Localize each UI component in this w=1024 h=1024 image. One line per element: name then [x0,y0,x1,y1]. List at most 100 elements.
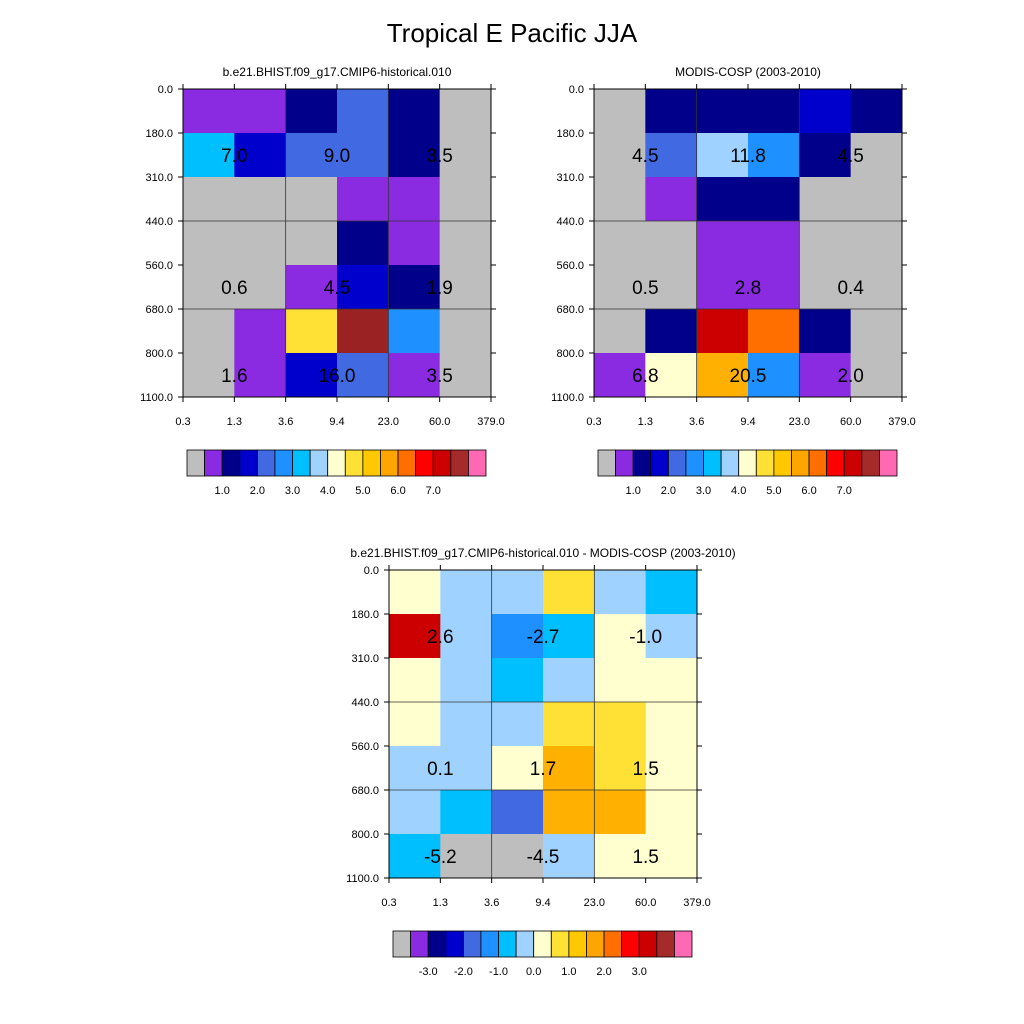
heatmap-cell [337,265,389,310]
heatmap-cell [850,133,903,178]
heatmap-cell [645,702,698,747]
heatmap-cell [491,702,544,747]
colorbar-box [703,449,722,477]
colorbar-box [397,449,417,477]
colorbar-box [738,449,757,477]
colorbar-box [621,930,640,958]
x-tick-label: 379.0 [888,416,916,428]
colorbar-tick-label: 2.0 [596,966,611,978]
colorbar-box [638,930,658,958]
colorbar-box [632,449,652,477]
colorbar-tick-label: 7.0 [837,485,852,497]
colorbar-box [597,449,616,477]
heatmap-cell [748,353,800,398]
heatmap-cell [645,89,698,134]
heatmap-cell [337,221,389,266]
colorbar-tick-label: 2.0 [250,485,265,497]
heatmap-cell [748,89,800,134]
y-tick-label: 560.0 [556,260,584,272]
heatmap-cell [439,265,492,310]
heatmap-cell [285,265,338,310]
colorbar-tick-label: 1.0 [626,485,641,497]
colorbar-box [674,930,693,958]
panel-observation: MODIS-COSP (2003-2010) 0.0 180.0 310.0 440.0… [551,65,916,428]
panel-title: b.e21.BHIST.f09_g17.CMIP6-historical.010… [350,546,735,560]
cell-value-label: 2.6 [427,627,453,648]
heatmap-cell [234,265,287,310]
heatmap-cell [337,89,389,134]
colorbar-box [550,930,570,958]
heatmap-cell [234,221,287,266]
colorbar-box [432,449,452,477]
heatmap-cell [696,89,749,134]
heatmap-cell [594,309,646,354]
heatmap-cell [440,702,493,747]
cell-value-label: -4.5 [527,847,560,868]
colorbar-box [656,930,675,958]
colorbar-box [685,449,704,477]
heatmap-cell [748,133,800,178]
y-tick-label: 0.0 [364,565,379,577]
x-tick-label: 9.4 [740,416,755,428]
heatmap-cell [543,614,595,659]
cell-value-label: 9.0 [324,146,350,167]
x-tick-label: 3.6 [689,416,704,428]
cell-value-label: 4.5 [324,278,350,299]
colorbar-box [445,930,464,958]
heatmap-cell [645,133,698,178]
heatmap-cell [388,221,441,266]
heatmap-cell [439,309,492,354]
heatmap-cell [748,309,800,354]
heatmap-cell [439,353,492,398]
colorbar-box [755,449,775,477]
x-tick-label: 9.4 [329,416,344,428]
heatmap-cell [183,89,235,134]
heatmap-cell [696,177,749,222]
heatmap-cell [183,265,235,310]
x-tick-label: 23.0 [584,897,605,909]
heatmap-cell [285,309,338,354]
heatmap-cell [337,309,389,354]
colorbar-tick-label: 0.0 [526,966,541,978]
y-tick-label: 800.0 [145,348,173,360]
heatmap-cell [183,309,235,354]
heatmap-cell [183,353,235,398]
cell-value-label: -5.2 [424,847,457,868]
colorbar-tick-label: 6.0 [801,485,816,497]
colorbar-box [309,449,329,477]
heatmap-cell [234,133,287,178]
colorbar-tick-label: 3.0 [696,485,711,497]
heatmap-cell [439,177,492,222]
y-tick-label: 180.0 [351,609,379,621]
heatmap-cell [594,133,646,178]
colorbar-tick-label: -2.0 [454,966,473,978]
heatmap-cell [645,265,698,310]
colorbar-tick-label: 6.0 [390,485,405,497]
y-tick-label: 680.0 [145,304,173,316]
colorbar-box [879,449,898,477]
heatmap-cell [388,309,441,354]
colorbar-box [826,449,845,477]
heatmap-cell [337,353,389,398]
heatmap-cell [337,133,389,178]
colorbar-tick-label: -3.0 [419,966,438,978]
y-tick-label: 440.0 [145,216,173,228]
colorbar-box [415,449,434,477]
heatmap-cell [440,790,493,835]
heatmap-cell [543,746,595,791]
heatmap-cell [594,177,646,222]
heatmap-cell [748,177,800,222]
heatmap-cell [389,570,441,615]
heatmap-cell [594,702,647,747]
heatmap-cell [850,309,903,354]
cell-value-label: 0.1 [427,759,453,780]
heatmap-cell [748,265,800,310]
heatmap-cell [594,834,647,879]
colorbar-difference: -3.0 -2.0 -1.0 0.0 1.0 2.0 3.0 [392,930,693,978]
x-tick-label: 23.0 [789,416,810,428]
heatmap-cell [439,221,492,266]
heatmap-cell [645,570,698,615]
colorbar-tick-label: 5.0 [766,485,781,497]
colorbar-box [515,930,535,958]
cell-value-label: 2.8 [735,278,761,299]
